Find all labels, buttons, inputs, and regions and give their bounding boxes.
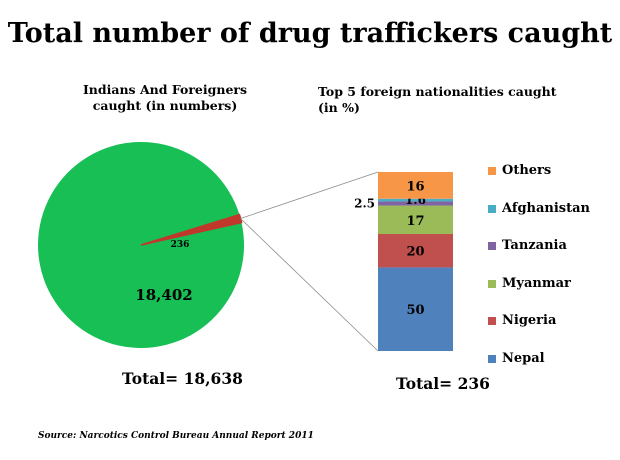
legend-swatch — [488, 279, 496, 288]
connector-line — [240, 171, 379, 219]
bar-segment-myanmar — [378, 205, 453, 235]
bar-value-label: 20 — [406, 245, 424, 260]
legend-swatch — [488, 242, 496, 250]
pie-chart: 18,402 236 — [37, 141, 244, 348]
legend-label: Tanzania — [502, 238, 567, 253]
bar-segment-nepal — [378, 267, 453, 351]
bar-segment-others — [378, 172, 453, 199]
legend-swatch — [488, 167, 496, 175]
legend-label: Afghanistan — [502, 200, 591, 216]
pie-label-large: 18,402 — [135, 286, 192, 304]
bar-value-label: 50 — [406, 303, 424, 318]
pie-chart-subtitle: Indians And Foreigners caught (in number… — [82, 82, 248, 113]
legend-swatch — [488, 354, 496, 363]
bar-chart-subtitle: Top 5 foreign nationalities caught (in %… — [318, 84, 557, 115]
bar-value-label: 16 — [406, 179, 424, 194]
legend-label: Nigeria — [502, 313, 557, 328]
bar-segment-afghanistan — [378, 198, 453, 202]
connector-line — [240, 218, 379, 352]
pie-label-small: 236 — [171, 240, 190, 250]
pie-total-label: Total= 18,638 — [122, 369, 243, 388]
bar-value-label: 2.5 — [354, 197, 375, 211]
legend-swatch — [488, 204, 496, 213]
legend-label: Others — [502, 163, 552, 178]
legend-label: Nepal — [502, 350, 545, 366]
legend-swatch — [488, 317, 496, 325]
bar-value-label: 17 — [406, 214, 424, 229]
connector-lines — [240, 171, 379, 352]
legend-label: Myanmar — [502, 275, 571, 291]
chart-title: Total number of drug traffickers caught — [7, 18, 613, 49]
source-note: Source: Narcotics Control Bureau Annual … — [38, 431, 314, 441]
pie-slice-small — [140, 213, 243, 246]
bar-segment-tanzania — [378, 201, 453, 206]
bar-segment-nigeria — [378, 234, 453, 268]
bar-total-label: Total= 236 — [396, 374, 490, 393]
